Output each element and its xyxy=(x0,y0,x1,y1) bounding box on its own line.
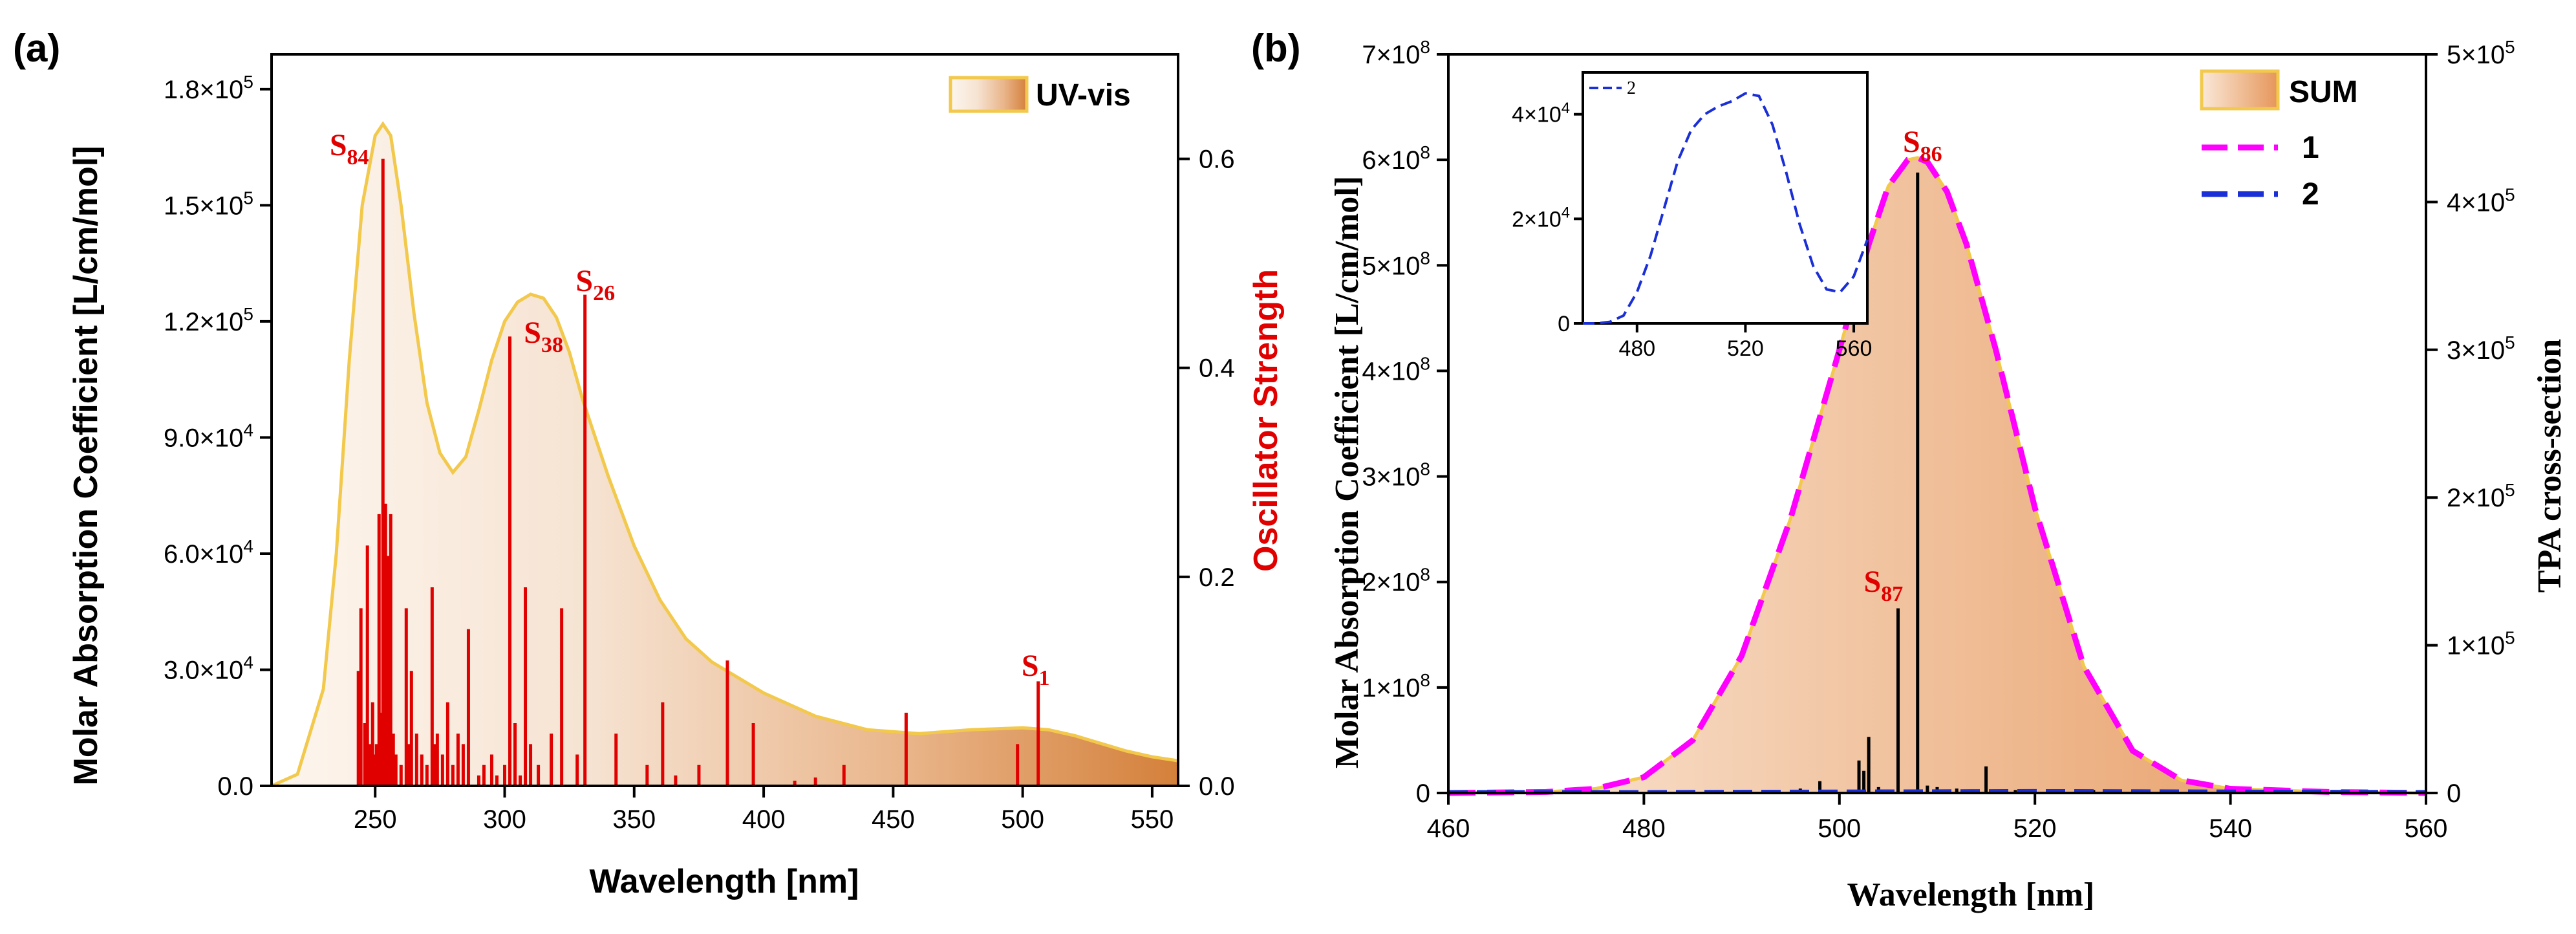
uv-vis-area xyxy=(270,121,1179,788)
x-tick-label: 350 xyxy=(612,805,656,834)
y-tick-label: 1.2×105 xyxy=(164,304,253,336)
panel-b-plot-border xyxy=(1447,53,2427,794)
y-tick-label: 6×108 xyxy=(1362,142,1430,175)
y-tick-label: 5×108 xyxy=(1362,248,1430,280)
inset-chart: 480 520 560 0 2×104 4×104 2 xyxy=(1512,71,1873,361)
inset-legend-label: 2 xyxy=(1627,78,1636,98)
sum-area-fill xyxy=(1448,157,2426,793)
y-tick-label: 1×108 xyxy=(1362,670,1430,702)
inset-series-2-line xyxy=(1583,92,1869,325)
panel-a: (a) 250 300 350 400 450 500 550 0.0 3.0×104 6.0×… xyxy=(13,27,1285,900)
x-tick-label: 300 xyxy=(483,805,526,834)
y-tick-label: 1.5×105 xyxy=(164,188,253,220)
panel-b-frame xyxy=(1447,53,2427,794)
panel-a-y2-ticks: 0.0 0.2 0.4 0.6 xyxy=(1178,146,1235,801)
panel-b-legend: SUM 1 2 xyxy=(2200,69,2358,212)
y2-tick-label: 0.6 xyxy=(1199,146,1235,174)
y-tick-label: 6.0×104 xyxy=(164,536,253,569)
panel-a-x-ticks: 250 300 350 400 450 500 550 xyxy=(354,786,1174,834)
y2-tick-label: 0.0 xyxy=(1199,772,1235,801)
uv-vis-line xyxy=(270,121,1179,788)
inset-y-tick-label: 0 xyxy=(1558,312,1570,336)
series-2-line xyxy=(1448,788,2427,794)
inset-y-tick-label: 4×104 xyxy=(1512,100,1570,127)
panel-a-y-ticks: 0.0 3.0×104 6.0×104 9.0×104 1.2×105 1.5×105 1.… xyxy=(164,72,272,801)
inset-x-tick-label: 560 xyxy=(1836,336,1873,361)
y2-tick-label: 5×105 xyxy=(2447,37,2515,69)
y2-tick-label: 2×105 xyxy=(2447,480,2515,512)
y-tick-label: 1.8×105 xyxy=(164,72,253,104)
state-label-s26: S26 xyxy=(575,264,615,305)
sum-legend-label: SUM xyxy=(2289,75,2358,109)
sum-legend-swatch xyxy=(2200,69,2280,111)
panel-a-y2-axis-title: Oscillator Strength xyxy=(1247,269,1285,572)
y-tick-label: 7×108 xyxy=(1362,37,1430,69)
panel-b-y-axis-title: Molar Absorption Coefficient [L/cm/mol] xyxy=(1329,176,1366,768)
panel-b-y2-axis-title: TPA cross-section xyxy=(2531,339,2568,592)
panel-b-dashed-lines xyxy=(1448,155,2427,796)
panel-a-x-axis-title: Wavelength [nm] xyxy=(590,863,859,900)
y2-tick-label: 3×105 xyxy=(2447,332,2515,365)
panel-a-y-axis-title: Molar Absorption Coefficient [L/cm/mol] xyxy=(67,146,105,786)
x-tick-label: 460 xyxy=(1427,814,1470,843)
x-tick-label: 400 xyxy=(742,805,786,834)
panel-b-x-axis-title: Wavelength [nm] xyxy=(1847,876,2095,913)
panel-b: (b) 460 480 500 520 540 560 0 1×108 2×108 3×108 4… xyxy=(1251,27,2568,913)
uv-vis-legend-swatch xyxy=(949,76,1029,113)
y-tick-label: 2×108 xyxy=(1362,565,1430,597)
panel-b-y2-ticks: 0 1×105 2×105 3×105 4×105 5×105 xyxy=(2426,37,2515,808)
tpa-sticks xyxy=(1798,172,2096,793)
y2-tick-label: 4×105 xyxy=(2447,184,2515,217)
series-2-legend-label: 2 xyxy=(2302,177,2319,212)
panel-a-legend: UV-vis xyxy=(949,76,1131,113)
inset-x-tick-label: 480 xyxy=(1618,336,1655,361)
y2-tick-label: 0.4 xyxy=(1199,354,1235,383)
x-tick-label: 540 xyxy=(2209,814,2252,843)
inset-x-tick-label: 520 xyxy=(1727,336,1764,361)
x-tick-label: 450 xyxy=(872,805,915,834)
x-tick-label: 550 xyxy=(1131,805,1174,834)
y-tick-label: 3.0×104 xyxy=(164,652,253,684)
x-tick-label: 250 xyxy=(354,805,397,834)
panel-a-plot-border xyxy=(270,53,1179,787)
x-tick-label: 560 xyxy=(2405,814,2448,843)
y2-tick-label: 1×105 xyxy=(2447,628,2515,660)
inset-plot-border xyxy=(1582,71,1869,325)
x-tick-label: 500 xyxy=(1818,814,1861,843)
panel-b-label: (b) xyxy=(1251,27,1301,70)
x-tick-label: 480 xyxy=(1622,814,1666,843)
y-tick-label: 9.0×104 xyxy=(164,420,253,452)
panel-a-label: (a) xyxy=(13,27,60,70)
y-tick-label: 0.0 xyxy=(217,772,253,801)
state-label-s84: S84 xyxy=(330,128,369,169)
oscillator-sticks xyxy=(356,158,1040,786)
y-tick-label: 4×108 xyxy=(1362,353,1430,386)
inset-y-tick-label: 2×104 xyxy=(1512,204,1570,232)
series-1-line xyxy=(1448,155,2427,796)
panel-b-y-ticks: 0 1×108 2×108 3×108 4×108 5×108 6×108 7×108 xyxy=(1362,37,1448,808)
series-1-legend-label: 1 xyxy=(2302,131,2319,165)
uv-vis-area-fill xyxy=(272,124,1178,786)
y-tick-label: 0 xyxy=(1416,779,1430,808)
y-tick-label: 3×108 xyxy=(1362,459,1430,492)
panel-a-frame xyxy=(270,53,1179,787)
uv-vis-legend-label: UV-vis xyxy=(1036,78,1131,113)
x-tick-label: 520 xyxy=(2013,814,2057,843)
y2-tick-label: 0.2 xyxy=(1199,563,1235,592)
x-tick-label: 500 xyxy=(1001,805,1044,834)
panel-b-x-ticks: 460 480 500 520 540 560 xyxy=(1427,793,2448,843)
y2-tick-label: 0 xyxy=(2447,779,2461,808)
state-label-s1: S1 xyxy=(1022,649,1050,690)
